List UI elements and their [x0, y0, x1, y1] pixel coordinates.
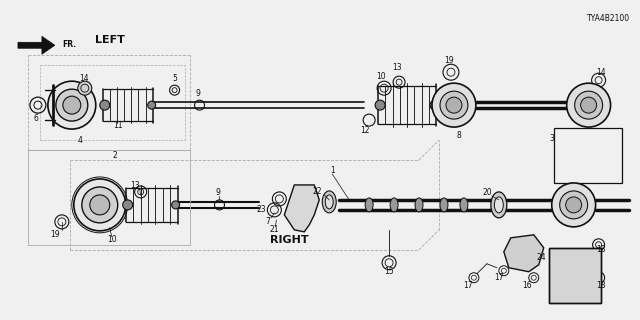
Bar — [548, 248, 600, 303]
Bar — [554, 128, 621, 183]
Text: 6: 6 — [33, 114, 38, 123]
Circle shape — [566, 197, 582, 213]
Text: RIGHT: RIGHT — [270, 235, 308, 245]
Ellipse shape — [460, 198, 468, 212]
Circle shape — [56, 89, 88, 121]
Polygon shape — [284, 185, 319, 232]
Circle shape — [63, 96, 81, 114]
Text: 2: 2 — [113, 150, 117, 159]
Polygon shape — [504, 235, 544, 272]
Text: 3: 3 — [549, 133, 554, 142]
Circle shape — [430, 100, 440, 110]
Text: LEFT: LEFT — [95, 35, 125, 45]
Text: 17: 17 — [463, 281, 473, 290]
Text: 21: 21 — [269, 225, 279, 234]
Text: 9: 9 — [215, 188, 220, 197]
Polygon shape — [18, 36, 55, 54]
Circle shape — [172, 201, 180, 209]
Text: 20: 20 — [482, 188, 492, 197]
Circle shape — [575, 91, 603, 119]
Circle shape — [446, 97, 462, 113]
Text: 9: 9 — [195, 89, 200, 98]
Ellipse shape — [440, 198, 448, 212]
Text: 19: 19 — [50, 230, 60, 239]
Circle shape — [580, 97, 596, 113]
Text: 10: 10 — [107, 235, 116, 244]
Text: 17: 17 — [494, 273, 504, 282]
Text: 13: 13 — [130, 181, 140, 190]
Text: 14: 14 — [79, 74, 88, 83]
Circle shape — [123, 200, 132, 210]
Text: 19: 19 — [444, 56, 454, 65]
Ellipse shape — [325, 195, 333, 209]
Text: 4: 4 — [77, 136, 83, 145]
Text: 18: 18 — [596, 281, 605, 290]
Text: 8: 8 — [456, 131, 461, 140]
Text: 11: 11 — [113, 121, 122, 130]
Text: 12: 12 — [360, 125, 370, 135]
Circle shape — [74, 179, 125, 231]
Circle shape — [148, 101, 156, 109]
Text: 7: 7 — [265, 217, 270, 226]
Text: 5: 5 — [172, 74, 177, 83]
Circle shape — [82, 187, 118, 223]
Ellipse shape — [491, 192, 507, 218]
Circle shape — [432, 83, 476, 127]
Bar — [548, 248, 600, 303]
Text: 24: 24 — [537, 253, 547, 262]
Bar — [28, 150, 189, 245]
Text: 23: 23 — [257, 205, 266, 214]
Text: 13: 13 — [392, 63, 402, 72]
Ellipse shape — [365, 198, 373, 212]
Text: 16: 16 — [522, 281, 532, 290]
Text: 22: 22 — [312, 188, 322, 196]
Text: 1: 1 — [330, 166, 335, 175]
Circle shape — [375, 100, 385, 110]
Text: 10: 10 — [376, 72, 386, 81]
Ellipse shape — [323, 191, 336, 213]
Circle shape — [48, 81, 96, 129]
Circle shape — [440, 91, 468, 119]
Text: TYA4B2100: TYA4B2100 — [587, 14, 630, 23]
Text: 18: 18 — [596, 245, 605, 254]
Ellipse shape — [415, 198, 423, 212]
Text: 14: 14 — [596, 68, 605, 77]
Ellipse shape — [494, 197, 503, 213]
Ellipse shape — [390, 198, 398, 212]
Circle shape — [78, 81, 92, 95]
Circle shape — [566, 83, 611, 127]
Text: FR.: FR. — [62, 40, 76, 49]
Circle shape — [90, 195, 109, 215]
Circle shape — [552, 183, 596, 227]
Text: 15: 15 — [384, 267, 394, 276]
Circle shape — [560, 191, 588, 219]
Circle shape — [100, 100, 109, 110]
